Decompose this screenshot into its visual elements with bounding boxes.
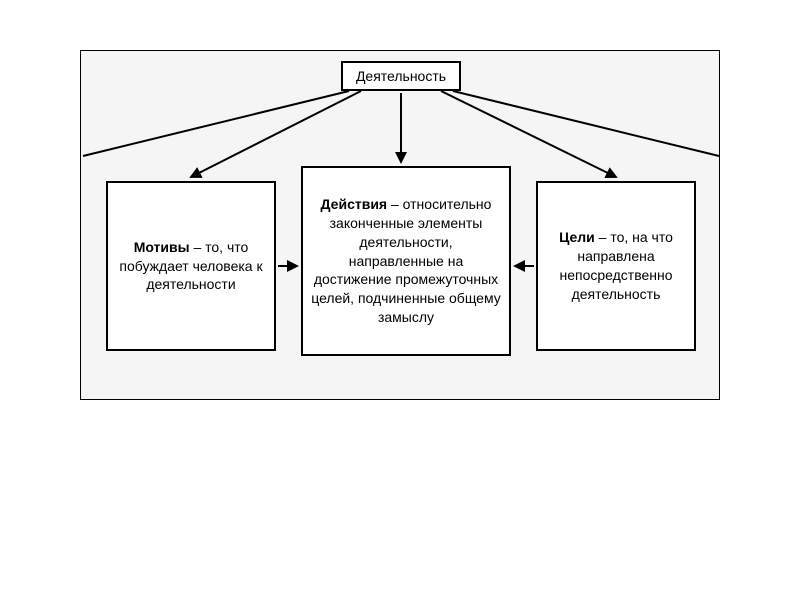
node-goals: Цели – то, на что направлена непосредств… xyxy=(536,181,696,351)
node-motives-term: Мотивы xyxy=(134,239,190,255)
edge-decorative-left xyxy=(83,91,349,156)
node-root-label: Деятельность xyxy=(356,67,446,86)
node-actions: Действия – относительно законченные элем… xyxy=(301,166,511,356)
node-root: Деятельность xyxy=(341,61,461,91)
edge-root-right xyxy=(441,91,616,177)
node-goals-text: Цели – то, на что направлена непосредств… xyxy=(546,228,686,304)
edge-root-left xyxy=(191,91,361,177)
node-actions-term: Действия xyxy=(321,196,388,212)
node-goals-term: Цели xyxy=(559,229,595,245)
node-motives: Мотивы – то, что побуждает человека к де… xyxy=(106,181,276,351)
node-motives-text: Мотивы – то, что побуждает человека к де… xyxy=(116,238,266,295)
edge-decorative-right xyxy=(453,91,719,156)
node-actions-text: Действия – относительно законченные элем… xyxy=(311,195,501,327)
node-actions-definition: – относительно законченные элементы деят… xyxy=(311,196,501,325)
diagram-container: Деятельность Мотивы – то, что побуждает … xyxy=(80,50,720,400)
